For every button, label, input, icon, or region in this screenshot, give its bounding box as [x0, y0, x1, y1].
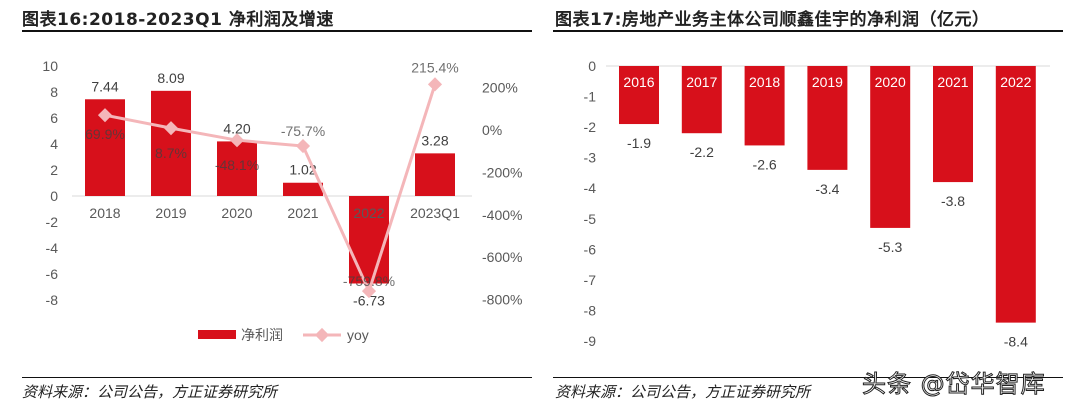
bar-data-label: -2.6: [753, 156, 777, 172]
x-tick-label: 2016: [623, 74, 654, 90]
left-source: 资料来源：公司公告，方正证券研究所: [22, 383, 278, 401]
y-tick: -9: [584, 333, 597, 349]
left-y-tick: -2: [46, 214, 59, 230]
x-tick-label: 2021: [937, 74, 968, 90]
bar-net-profit: [619, 66, 659, 125]
bar-data-label: -2.2: [690, 144, 714, 160]
yoy-data-label: -48.1%: [215, 157, 259, 173]
watermark: 头条 @岱华智库: [862, 370, 1046, 399]
bar-data-label: 1.02: [289, 162, 316, 178]
legend-label-net-profit: 净利润: [241, 327, 283, 343]
bar-data-label: 7.44: [91, 78, 118, 94]
legend-swatch-net-profit: [198, 330, 236, 339]
bar-data-label: -8.4: [1004, 334, 1028, 350]
x-tick-label: 2019: [155, 205, 186, 221]
y-tick: -7: [584, 272, 597, 288]
x-tick-label: 2023Q1: [410, 205, 460, 221]
left-y-tick: 10: [42, 58, 58, 74]
yoy-point: [163, 121, 179, 136]
y-tick: -1: [584, 89, 597, 105]
y-tick: -8: [584, 302, 597, 318]
x-tick-label: 2022: [353, 205, 384, 221]
left-y-tick: 8: [50, 84, 58, 100]
bar-data-label: 3.28: [421, 132, 448, 148]
y-tick: -3: [584, 150, 597, 166]
bar-net-profit: [349, 196, 389, 284]
bar-data-label: -1.9: [627, 135, 651, 151]
y-tick: -2: [584, 119, 597, 135]
left-y-tick: 4: [50, 136, 58, 152]
x-tick-label: 2022: [1000, 74, 1031, 90]
bar-net-profit: [681, 66, 722, 134]
bar-data-label: 8.09: [157, 70, 184, 86]
bar-data-label: 4.20: [223, 120, 250, 136]
right-y-tick: -400%: [482, 207, 522, 223]
right-y-tick: -800%: [482, 292, 522, 308]
left-y-tick: -6: [46, 266, 59, 282]
bar-net-profit: [870, 66, 911, 228]
right-y-tick: -200%: [482, 164, 522, 180]
bar-net-profit: [415, 153, 455, 196]
bar-net-profit: [283, 182, 323, 196]
right-y-tick: 0%: [482, 122, 502, 138]
right-y-tick: -600%: [482, 249, 522, 265]
left-y-tick: 0: [50, 188, 58, 204]
bar-data-label: -5.3: [878, 239, 902, 255]
yoy-data-label: 8.7%: [155, 145, 187, 161]
right-chart-title: 图表17:房地产业务主体公司顺鑫佳宇的净利润（亿元）: [555, 10, 990, 30]
yoy-data-label: -75.7%: [281, 123, 325, 139]
yoy-data-label: -759.8%: [343, 273, 395, 289]
yoy-point: [229, 133, 245, 148]
y-tick: -6: [584, 241, 597, 257]
x-tick-label: 2018: [749, 74, 780, 90]
left-chart: 10 8 6 4 2 0 -2 -4 -6 -8 200% 0% -200% -400% -600% -800…: [42, 58, 522, 343]
left-y-tick: 2: [50, 162, 58, 178]
left-y-tick: -4: [46, 240, 59, 256]
y-tick: -4: [584, 180, 597, 196]
x-tick-label: 2019: [812, 74, 843, 90]
y-tick: -5: [584, 211, 597, 227]
left-chart-title: 图表16:2018-2023Q1 净利润及增速: [22, 10, 334, 30]
bar-net-profit: [151, 90, 191, 196]
bar-net-profit: [744, 66, 785, 146]
right-source: 资料来源：公司公告，方正证券研究所: [555, 383, 811, 401]
legend-label-yoy: yoy: [347, 327, 369, 343]
yoy-point: [295, 138, 311, 154]
left-y-tick: 6: [50, 110, 58, 126]
x-tick-label: 2021: [287, 205, 318, 221]
bar-net-profit: [217, 141, 257, 196]
yoy-data-label: 69.9%: [85, 126, 125, 142]
bar-data-label: -3.4: [815, 181, 839, 197]
y-tick: 0: [588, 58, 596, 74]
left-source-rule: [22, 377, 532, 378]
x-tick-label: 2017: [686, 74, 717, 90]
right-chart: 0 -1 -2 -3 -4 -5 -6 -7 -8 -9 2016 2017 2018 2019 2020 2…: [584, 58, 1050, 350]
left-y-tick: -8: [46, 292, 59, 308]
legend-marker-yoy: [314, 327, 330, 343]
bar-net-profit: [995, 66, 1036, 323]
yoy-point: [361, 284, 377, 299]
x-tick-label: 2020: [221, 205, 252, 221]
yoy-data-label: 215.4%: [411, 59, 458, 75]
left-title-rule: [22, 30, 532, 32]
bar-data-label: -6.73: [353, 292, 385, 308]
yoy-point: [427, 77, 443, 92]
yoy-line: [104, 83, 437, 296]
right-title-rule: [553, 30, 1063, 32]
bar-data-label: -3.8: [941, 193, 965, 209]
bar-net-profit: [933, 66, 973, 183]
x-tick-label: 2020: [875, 74, 906, 90]
bar-net-profit: [807, 66, 848, 170]
x-tick-label: 2018: [89, 205, 120, 221]
right-y-tick: 200%: [482, 80, 518, 96]
right-source-rule: [553, 377, 1063, 378]
